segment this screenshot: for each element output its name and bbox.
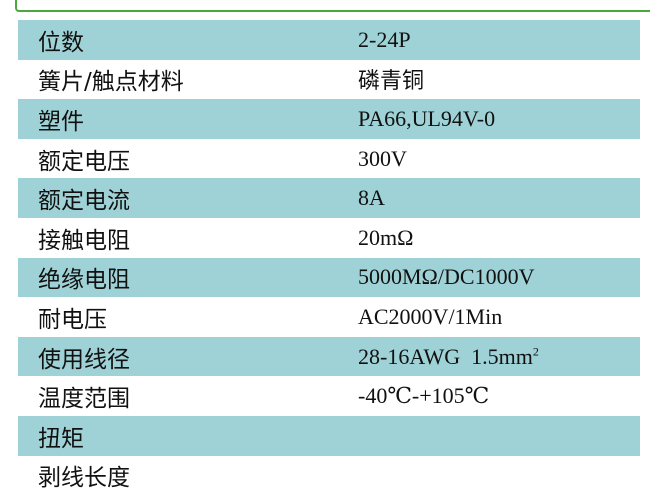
row-label: 额定电流 [38, 188, 130, 215]
table-row: 塑件 PA66,UL94V-0 [18, 99, 640, 139]
row-value: 28-16AWG 1.5mm2 [358, 344, 539, 370]
row-label: 塑件 [38, 108, 84, 135]
row-value: -40℃-+105℃ [358, 383, 490, 409]
spec-table: 位数 2-24P 簧片/触点材料 磷青铜 塑件 PA66,UL94V-0 额定电压 30… [18, 20, 640, 495]
table-row: 剥线长度 [18, 456, 640, 495]
table-row: 温度范围 -40℃-+105℃ [18, 376, 640, 416]
row-value: 300V [358, 145, 407, 171]
row-label: 绝缘电阻 [38, 267, 130, 294]
row-value: AC2000V/1Min [358, 303, 503, 329]
row-label: 耐电压 [38, 306, 107, 333]
table-row: 额定电压 300V [18, 139, 640, 179]
table-row: 位数 2-24P [18, 20, 640, 60]
table-row: 扭矩 [18, 415, 640, 456]
table-row: 耐电压 AC2000V/1Min [18, 297, 640, 337]
table-row: 使用线径 28-16AWG 1.5mm2 [18, 336, 640, 377]
top-border-box [15, 0, 650, 12]
superscript: 2 [532, 344, 539, 359]
row-label: 使用线径 [38, 346, 130, 373]
row-label: 簧片/触点材料 [38, 69, 184, 96]
table-row: 绝缘电阻 5000MΩ/DC1000V [18, 257, 640, 298]
row-label: 扭矩 [38, 425, 84, 452]
row-value: 2-24P [358, 26, 411, 52]
row-label: 接触电阻 [38, 227, 130, 254]
row-value: 20mΩ [358, 224, 414, 250]
row-value: 5000MΩ/DC1000V [358, 264, 535, 290]
row-label: 剥线长度 [38, 465, 130, 492]
row-value: 8A [358, 185, 385, 211]
table-row: 接触电阻 20mΩ [18, 218, 640, 258]
row-label: 位数 [38, 29, 84, 56]
wire-gauge-text: 28-16AWG 1.5mm [358, 343, 533, 369]
row-value: 磷青铜 [358, 69, 425, 95]
table-row: 簧片/触点材料 磷青铜 [18, 60, 640, 100]
row-label: 额定电压 [38, 148, 130, 175]
row-value: PA66,UL94V-0 [358, 105, 496, 131]
table-row: 额定电流 8A [18, 178, 640, 218]
row-label: 温度范围 [38, 386, 130, 413]
